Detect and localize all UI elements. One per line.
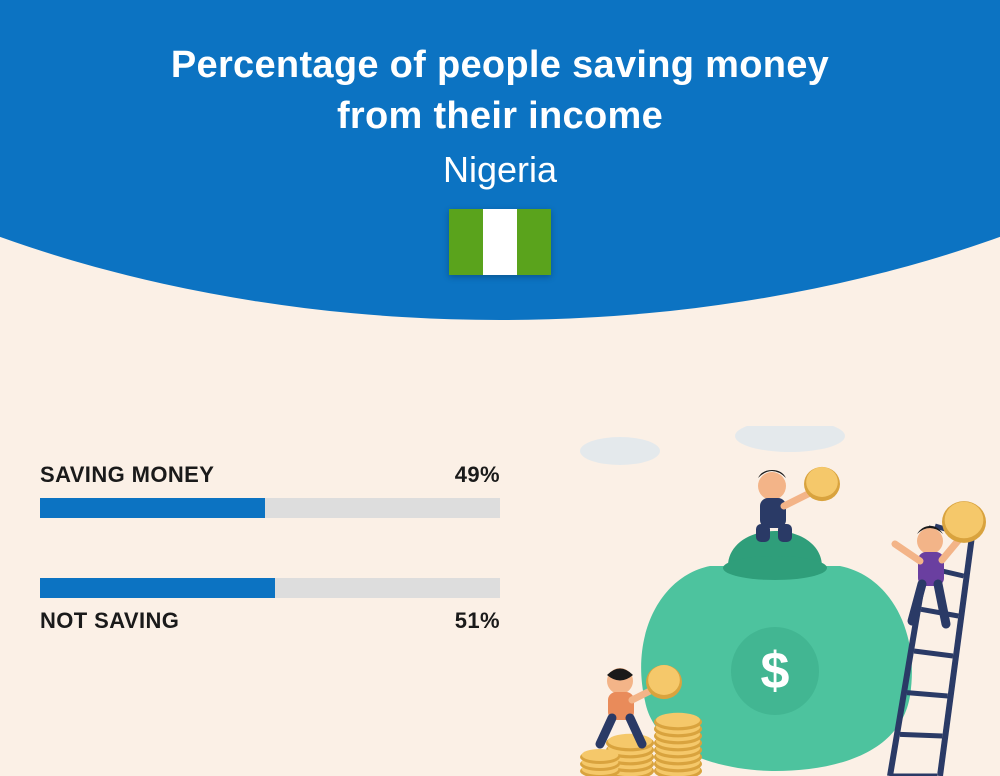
- flag-stripe-left: [449, 209, 483, 275]
- flag-stripe-right: [517, 209, 551, 275]
- header: Percentage of people saving money from t…: [0, 40, 1000, 275]
- title-line-1: Percentage of people saving money: [171, 44, 829, 86]
- nigeria-flag-icon: [449, 209, 551, 275]
- svg-text:$: $: [761, 642, 790, 700]
- bar-item-notsaving: NOT SAVING 51%: [40, 578, 500, 634]
- bar-chart: SAVING MONEY 49% NOT SAVING 51%: [40, 462, 500, 694]
- title-line-2: from their income: [337, 95, 663, 137]
- bar-value: 49%: [455, 462, 500, 488]
- bar-fill: [40, 578, 275, 598]
- page-subtitle: Nigeria: [0, 149, 1000, 191]
- page-title: Percentage of people saving money from t…: [0, 40, 1000, 143]
- bar-label: SAVING MONEY: [40, 462, 214, 488]
- bar-track: [40, 498, 500, 518]
- bar-label: NOT SAVING: [40, 608, 179, 634]
- bar-fill: [40, 498, 265, 518]
- bar-value: 51%: [455, 608, 500, 634]
- savings-illustration: $: [560, 426, 990, 776]
- bar-track: [40, 578, 500, 598]
- bar-item-saving: SAVING MONEY 49%: [40, 462, 500, 518]
- flag-stripe-mid: [483, 209, 517, 275]
